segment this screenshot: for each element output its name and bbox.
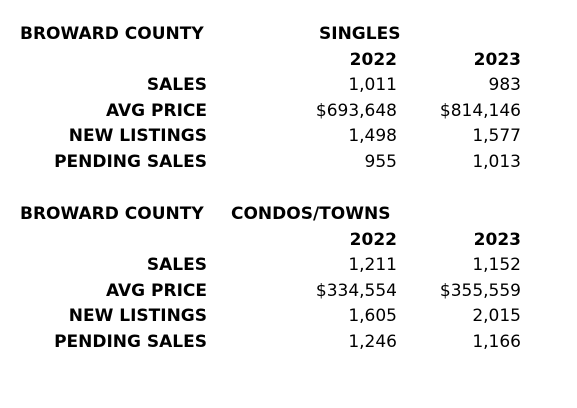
value-2022: 1,498 xyxy=(348,126,397,146)
row-label: AVG PRICE xyxy=(106,101,207,121)
value-2023: 1,577 xyxy=(472,126,521,146)
category-heading: CONDOS/TOWNS xyxy=(231,204,391,224)
value-2022: 955 xyxy=(364,152,397,172)
value-2022: $693,648 xyxy=(315,101,397,121)
year-header-2023: 2023 xyxy=(473,230,521,250)
row-label: AVG PRICE xyxy=(106,281,207,301)
value-2023: 1,013 xyxy=(472,152,521,172)
row-label: NEW LISTINGS xyxy=(68,126,207,146)
value-2023: 2,015 xyxy=(472,306,521,326)
row-label: SALES xyxy=(146,255,207,275)
row-label: PENDING SALES xyxy=(54,332,207,352)
category-heading: SINGLES xyxy=(319,24,401,44)
value-2023: $355,559 xyxy=(439,281,521,301)
row-label: SALES xyxy=(146,75,207,95)
row-label: NEW LISTINGS xyxy=(68,306,207,326)
value-2023: $814,146 xyxy=(439,101,521,121)
year-header-2023: 2023 xyxy=(473,50,521,70)
value-2023: 1,152 xyxy=(472,255,521,275)
value-2022: $334,554 xyxy=(315,281,397,301)
value-2023: 983 xyxy=(488,75,521,95)
value-2022: 1,211 xyxy=(348,255,397,275)
value-2022: 1,011 xyxy=(348,75,397,95)
region-heading: BROWARD COUNTY xyxy=(20,204,204,224)
year-header-2022: 2022 xyxy=(349,50,397,70)
row-label: PENDING SALES xyxy=(54,152,207,172)
value-2023: 1,166 xyxy=(472,332,521,352)
value-2022: 1,246 xyxy=(348,332,397,352)
year-header-2022: 2022 xyxy=(349,230,397,250)
region-heading: BROWARD COUNTY xyxy=(20,24,204,44)
value-2022: 1,605 xyxy=(348,306,397,326)
